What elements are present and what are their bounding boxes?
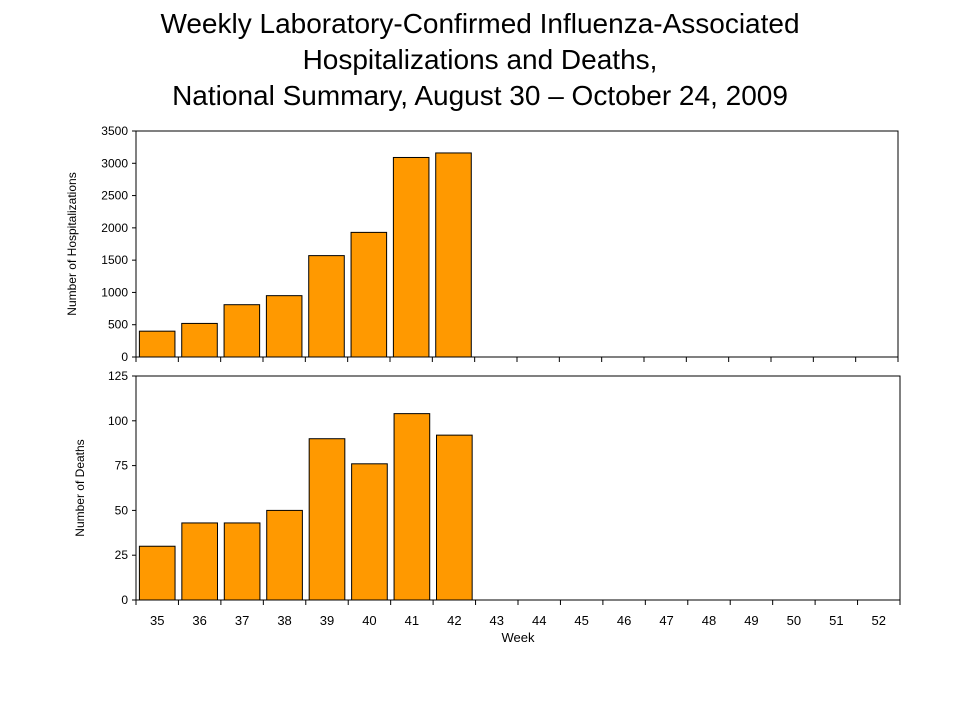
- hosp-bar-39: [308, 255, 345, 358]
- deaths-x-tick-label-45: 45: [574, 613, 588, 628]
- hosp-bar-35: [138, 330, 176, 358]
- deaths-bar-39: [308, 438, 346, 601]
- hosp-y-axis-label: Number of Hospitalizations: [65, 172, 79, 315]
- deaths-x-tick-label-47: 47: [659, 613, 673, 628]
- hosp-bar-40: [350, 231, 388, 358]
- deaths-bar-42: [436, 434, 473, 601]
- hosp-bar-42: [435, 152, 472, 358]
- deaths-y-axis-label: Number of Deaths: [73, 439, 87, 536]
- deaths-bar-35: [138, 545, 176, 601]
- deaths-y-tick-label-1: 25: [115, 548, 129, 562]
- title-line-1: Weekly Laboratory-Confirmed Influenza-As…: [160, 8, 800, 39]
- hosp-bar-36: [181, 322, 218, 358]
- deaths-y-tick-label-2: 50: [115, 503, 129, 517]
- hosp-y-tick-label-4: 2000: [101, 221, 128, 235]
- deaths-bar-38: [266, 509, 303, 601]
- deaths-x-tick-label-46: 46: [617, 613, 631, 628]
- deaths-y-tick-label-3: 75: [115, 459, 129, 473]
- deaths-bar-40: [351, 463, 388, 601]
- deaths-bar-37: [223, 522, 261, 601]
- deaths-x-tick-label-41: 41: [405, 613, 419, 628]
- deaths-x-tick-label-42: 42: [447, 613, 461, 628]
- hosp-y-tick-label-3: 1500: [101, 253, 128, 267]
- chart-title: Weekly Laboratory-Confirmed Influenza-As…: [0, 6, 960, 114]
- deaths-x-tick-label-39: 39: [320, 613, 334, 628]
- deaths-x-tick-label-44: 44: [532, 613, 546, 628]
- hosp-bar-38: [265, 295, 303, 358]
- deaths-bar-36: [181, 522, 218, 601]
- deaths-x-tick-label-52: 52: [872, 613, 886, 628]
- deaths-y-tick-label-0: 0: [121, 593, 128, 607]
- hosp-y-tick-label-5: 2500: [101, 189, 128, 203]
- deaths-x-tick-label-38: 38: [277, 613, 291, 628]
- title-line-3: National Summary, August 30 – October 24…: [172, 80, 788, 111]
- deaths-x-tick-label-35: 35: [150, 613, 164, 628]
- hosp-bar-41: [392, 156, 430, 358]
- deaths-x-tick-label-49: 49: [744, 613, 758, 628]
- deaths-x-tick-label-40: 40: [362, 613, 376, 628]
- deaths-y-tick-label-5: 125: [108, 369, 128, 383]
- hosp-y-tick-label-1: 500: [108, 318, 128, 332]
- x-axis-label: Week: [502, 630, 535, 645]
- title-line-2: Hospitalizations and Deaths,: [302, 44, 658, 75]
- deaths-bar-41: [393, 413, 431, 601]
- deaths-x-tick-label-50: 50: [787, 613, 801, 628]
- hosp-y-tick-label-6: 3000: [101, 156, 128, 170]
- hosp-y-tick-label-0: 0: [121, 350, 128, 364]
- deaths-x-tick-label-51: 51: [829, 613, 843, 628]
- hosp-bar-37: [223, 304, 261, 358]
- deaths-x-tick-label-43: 43: [490, 613, 504, 628]
- hosp-y-tick-label-2: 1000: [101, 285, 128, 299]
- deaths-y-tick-label-4: 100: [108, 414, 128, 428]
- deaths-x-tick-label-36: 36: [192, 613, 206, 628]
- deaths-x-tick-label-48: 48: [702, 613, 716, 628]
- deaths-x-tick-label-37: 37: [235, 613, 249, 628]
- hosp-y-tick-label-7: 3500: [101, 124, 128, 138]
